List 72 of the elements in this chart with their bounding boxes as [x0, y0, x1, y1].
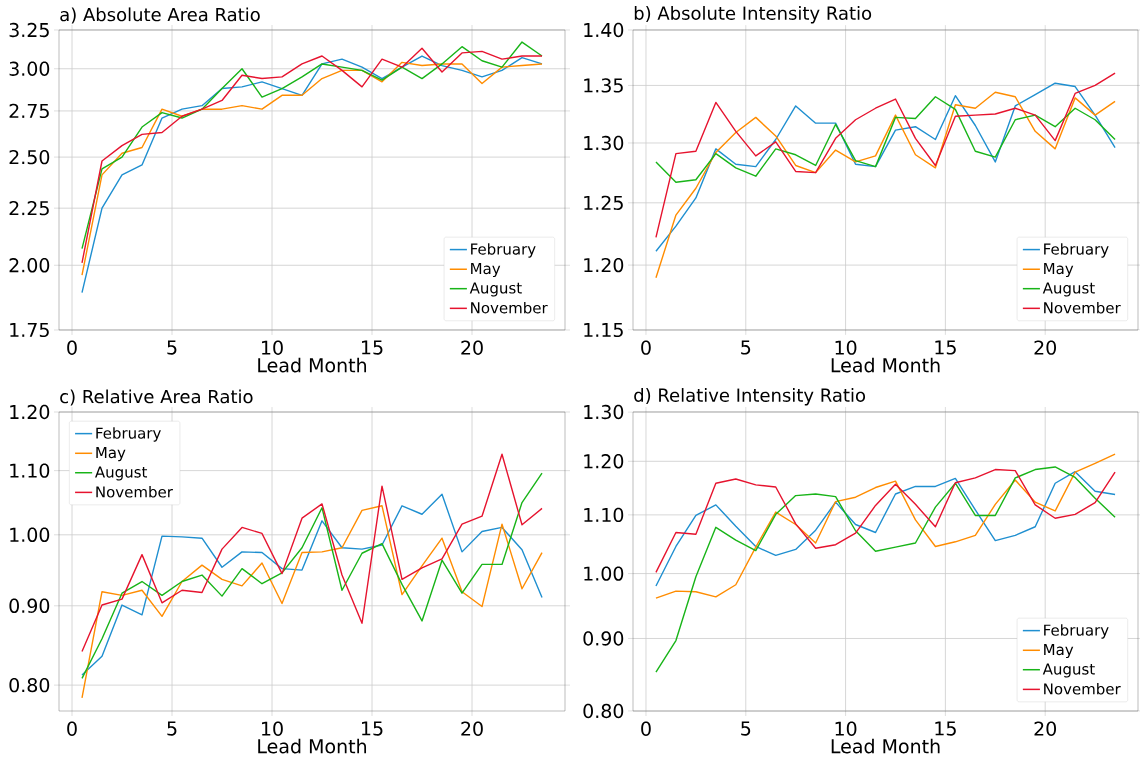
- legend-label: February: [471, 243, 536, 258]
- x-tick-label: 5: [741, 721, 751, 736]
- x-tick-label: 10: [262, 340, 283, 355]
- y-tick-label: 1.00: [10, 527, 50, 542]
- y-tick-label: 1.30: [584, 135, 624, 151]
- legend-label: February: [1044, 624, 1109, 639]
- line-series: [655, 96, 1116, 183]
- y-tick-label: 0.90: [583, 631, 624, 646]
- y-tick-label: 3.00: [9, 61, 50, 76]
- x-tick-label: 20: [461, 340, 483, 355]
- legend-label: November: [1044, 682, 1121, 695]
- y-tick-label: 1.10: [10, 463, 50, 478]
- y-tick-label: 1.35: [584, 78, 623, 93]
- x-tick-label: 10: [835, 721, 857, 736]
- x-tick-label: 5: [167, 340, 177, 355]
- legend-label: February: [1044, 243, 1109, 258]
- legend-label: August: [469, 282, 522, 297]
- x-tick-label: 20: [461, 721, 483, 736]
- y-tick-label: 1.30: [584, 404, 624, 420]
- y-tick-label: 1.25: [584, 195, 623, 210]
- y-tick-label: 1.00: [584, 566, 624, 581]
- x-axis-title: Lead Month: [831, 357, 940, 373]
- x-axis-title: Lead Month: [258, 357, 367, 373]
- line-series: [81, 505, 543, 699]
- y-tick-label: 0.80: [583, 703, 624, 719]
- chart-title: b) Absolute Intensity Ratio: [634, 6, 872, 24]
- legend-label: August: [1042, 663, 1095, 678]
- legend-label: May: [1044, 644, 1074, 659]
- y-tick-label: 0.80: [9, 677, 50, 693]
- x-tick-label: 15: [362, 340, 383, 355]
- y-tick-label: 2.75: [9, 103, 49, 119]
- y-tick-label: 1.20: [584, 454, 624, 469]
- x-tick-label: 0: [67, 721, 77, 736]
- y-tick-label: 2.25: [9, 200, 49, 216]
- legend-label: February: [96, 427, 161, 442]
- x-tick-label: 15: [935, 721, 956, 736]
- x-axis-title: Lead Month: [258, 738, 367, 754]
- x-tick-label: 5: [167, 721, 177, 736]
- legend-label: November: [471, 301, 548, 314]
- chart-title: a) Absolute Area Ratio: [60, 7, 260, 24]
- legend-label: August: [1042, 282, 1095, 297]
- x-tick-label: 5: [741, 340, 751, 355]
- y-tick-label: 1.20: [584, 257, 624, 273]
- line-series: [655, 91, 1116, 279]
- x-tick-label: 0: [641, 340, 651, 355]
- x-tick-label: 15: [362, 721, 383, 736]
- chart-title: d) Relative Intensity Ratio: [634, 388, 866, 406]
- legend-label: August: [95, 466, 148, 481]
- y-tick-label: 1.20: [10, 404, 50, 420]
- y-tick-label: 1.15: [584, 322, 623, 338]
- y-tick-label: 1.40: [584, 22, 624, 38]
- x-axis-title: Lead Month: [831, 738, 940, 754]
- x-tick-label: 0: [641, 721, 651, 736]
- y-tick-label: 1.75: [10, 322, 49, 338]
- x-tick-label: 10: [262, 721, 283, 736]
- legend-label: May: [471, 263, 501, 278]
- x-tick-label: 10: [835, 340, 857, 355]
- y-tick-label: 2.50: [9, 149, 50, 165]
- legend-label: May: [96, 447, 126, 462]
- legend-label: November: [1044, 301, 1121, 314]
- x-tick-label: 20: [1034, 340, 1057, 355]
- legend-label: May: [1044, 263, 1074, 278]
- y-tick-label: 3.25: [9, 22, 49, 38]
- x-tick-label: 20: [1034, 721, 1057, 736]
- y-tick-label: 0.90: [9, 598, 50, 613]
- x-tick-label: 15: [935, 340, 956, 355]
- x-tick-label: 0: [67, 340, 77, 355]
- y-tick-label: 1.10: [584, 507, 624, 523]
- legend-label: November: [96, 485, 173, 498]
- line-series: [655, 453, 1116, 599]
- chart-title: c) Relative Area Ratio: [60, 389, 253, 406]
- y-tick-label: 2.00: [9, 258, 50, 273]
